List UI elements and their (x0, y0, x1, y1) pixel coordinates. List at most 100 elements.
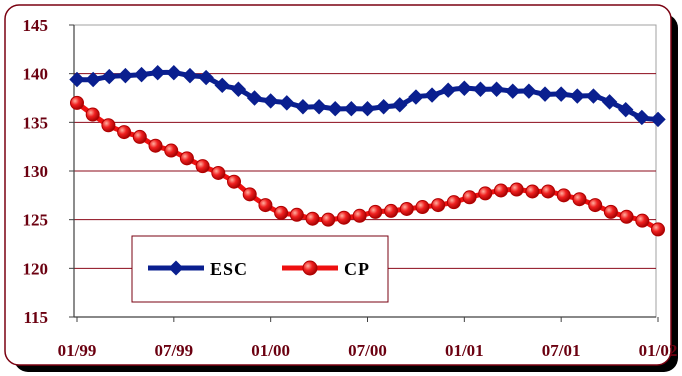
data-point (509, 182, 524, 197)
data-point (601, 94, 618, 110)
data-point (541, 184, 556, 199)
data-point (336, 210, 351, 225)
data-point (305, 211, 320, 226)
data-point (230, 81, 247, 97)
data-point (274, 205, 289, 220)
axes (69, 24, 659, 322)
data-point (258, 198, 273, 213)
data-point (262, 93, 279, 109)
x-tick-label: 01/02 (639, 341, 678, 360)
legend: ESC CP (131, 235, 389, 303)
data-point (164, 143, 179, 158)
data-point (521, 83, 537, 99)
data-point (117, 125, 132, 140)
data-point (85, 107, 100, 122)
data-point (368, 204, 383, 219)
data-point (525, 184, 540, 199)
data-point (352, 208, 367, 223)
y-tick-label: 125 (23, 211, 49, 230)
y-tick-label: 140 (23, 65, 49, 84)
data-point (166, 64, 182, 81)
data-point (415, 200, 430, 215)
data-point (182, 67, 198, 84)
series (69, 64, 666, 237)
data-point (537, 86, 553, 102)
data-point (359, 100, 376, 117)
data-point (214, 77, 230, 94)
data-point (179, 151, 194, 166)
data-point (431, 198, 446, 213)
data-point (311, 99, 327, 115)
data-point (101, 118, 116, 133)
legend-label: ESC (210, 259, 248, 279)
data-point (462, 190, 477, 205)
data-point (242, 187, 257, 202)
data-point (588, 198, 603, 213)
data-point (572, 192, 587, 207)
y-tick-label: 145 (23, 16, 49, 35)
data-point (424, 87, 440, 103)
data-point (478, 186, 493, 201)
data-point (321, 212, 336, 227)
data-point (227, 174, 242, 189)
data-point (569, 88, 586, 104)
data-point (493, 183, 508, 198)
data-point (618, 101, 634, 118)
data-point (375, 99, 392, 115)
data-point (446, 195, 461, 210)
data-point (148, 138, 163, 153)
legend-marker (302, 260, 318, 276)
data-point (289, 207, 304, 222)
x-tick-label: 01/99 (58, 341, 97, 360)
data-point (149, 64, 166, 81)
legend-label: CP (344, 259, 370, 279)
data-point (634, 109, 650, 126)
data-point (70, 95, 84, 110)
x-tick-label: 01/00 (251, 341, 290, 360)
data-point (553, 86, 569, 102)
legend-marker (168, 260, 184, 276)
series-cp (70, 95, 665, 237)
x-axis-ticks: 01/99 07/99 01/00 07/00 01/01 07/01 01/02 (58, 341, 678, 360)
data-point (343, 100, 360, 117)
data-point (650, 111, 666, 128)
data-point (198, 69, 214, 86)
data-point (392, 97, 408, 113)
data-point (384, 203, 399, 218)
data-point (295, 99, 311, 115)
y-axis-ticks: 115 120 125 130 135 140 145 (23, 16, 49, 327)
data-point (69, 71, 85, 88)
x-tick-label: 07/01 (542, 341, 581, 360)
y-tick-label: 130 (23, 162, 49, 181)
data-point (399, 201, 414, 216)
data-point (440, 82, 456, 98)
data-point (195, 159, 210, 174)
data-point (211, 165, 226, 180)
data-point (101, 68, 117, 85)
y-tick-label: 135 (23, 113, 49, 132)
data-point (619, 209, 634, 224)
data-point (603, 204, 618, 219)
data-point (279, 95, 295, 111)
data-point (117, 67, 134, 84)
y-tick-label: 115 (23, 308, 48, 327)
data-point (246, 90, 263, 106)
x-tick-label: 07/00 (348, 341, 387, 360)
data-point (585, 88, 602, 104)
x-tick-label: 01/01 (445, 341, 484, 360)
data-point (488, 81, 505, 97)
data-point (556, 188, 571, 203)
data-point (133, 66, 150, 83)
y-tick-label: 120 (23, 259, 49, 278)
data-point (456, 80, 473, 96)
data-point (472, 81, 489, 97)
series-esc (69, 64, 666, 128)
legend-entry-esc: ESC (148, 259, 248, 279)
data-point (327, 100, 343, 117)
legend-entry-cp: CP (282, 259, 370, 279)
data-point (505, 83, 521, 99)
data-point (408, 89, 424, 105)
data-point (651, 222, 665, 237)
data-point (635, 213, 650, 228)
